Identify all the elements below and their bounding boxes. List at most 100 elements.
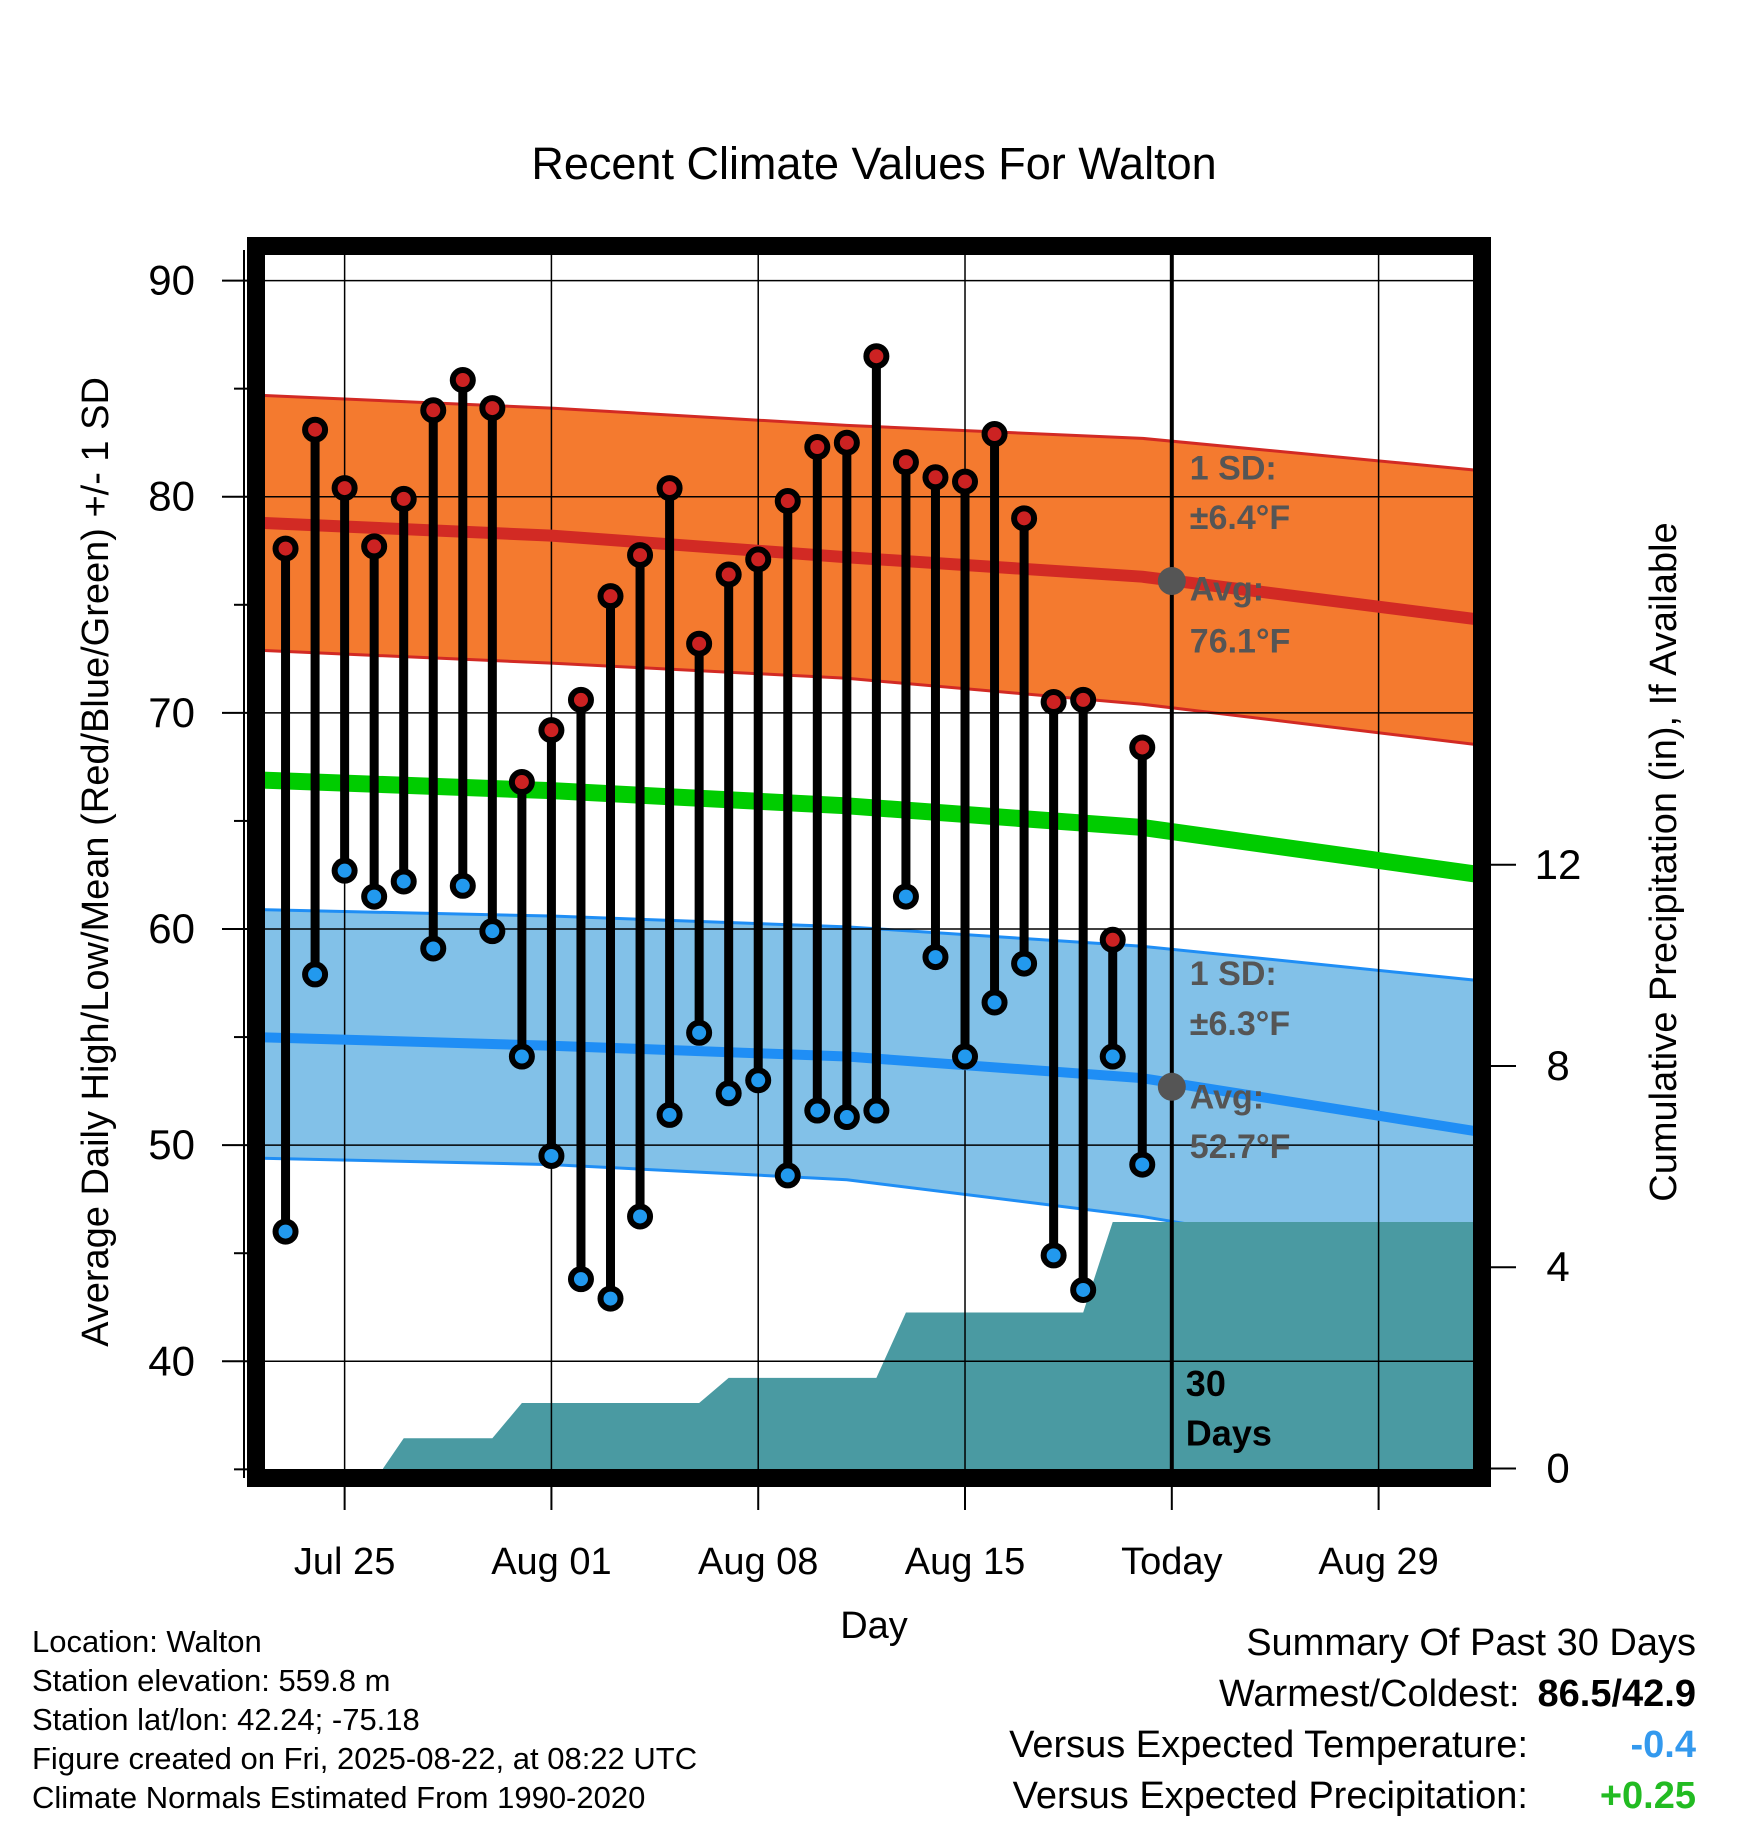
- x-tick-label: Aug 15: [905, 1541, 1025, 1583]
- daily-low-point: [774, 1162, 801, 1189]
- high-sd-value: ±6.4°F: [1190, 499, 1290, 537]
- daily-low-point: [508, 1043, 535, 1070]
- daily-low-point: [538, 1142, 565, 1169]
- daily-high-point: [567, 686, 594, 713]
- daily-high-point: [390, 485, 417, 512]
- daily-high-point: [449, 367, 476, 394]
- low-avg-value: 52.7°F: [1190, 1128, 1291, 1166]
- daily-low-point: [420, 935, 447, 962]
- today-low-marker: [1157, 1072, 1186, 1101]
- daily-high-point: [952, 468, 979, 495]
- daily-low-point: [302, 961, 329, 988]
- location-text: Location: Walton: [32, 1624, 262, 1659]
- daily-low-point: [715, 1080, 742, 1107]
- daily-low-point: [804, 1097, 831, 1124]
- daily-high-point: [302, 416, 329, 443]
- x-tick-label: Jul 25: [294, 1541, 395, 1583]
- chart-title: Recent Climate Values For Walton: [531, 138, 1216, 189]
- normals-text: Climate Normals Estimated From 1990-2020: [32, 1780, 646, 1815]
- daily-low-point: [449, 872, 476, 899]
- daily-high-point: [331, 475, 358, 502]
- created-text: Figure created on Fri, 2025-08-22, at 08…: [32, 1741, 698, 1776]
- x-axis-label: Day: [840, 1605, 908, 1647]
- plot-frame: [247, 237, 1491, 1487]
- daily-high-point: [863, 343, 890, 370]
- daily-low-point: [656, 1101, 683, 1128]
- y-tick-label-right: 12: [1535, 841, 1582, 888]
- daily-low-point: [863, 1097, 890, 1124]
- daily-low-point: [479, 918, 506, 945]
- high-sd-upper-line: [255, 393, 1483, 473]
- days-count-label: 30: [1186, 1363, 1226, 1404]
- daily-high-point: [420, 397, 447, 424]
- daily-high-point: [981, 421, 1008, 448]
- daily-low-point: [833, 1104, 860, 1131]
- daily-high-point: [1011, 505, 1038, 532]
- high-sd-label: 1 SD:: [1190, 449, 1277, 487]
- y-tick-label-right: 4: [1546, 1243, 1569, 1290]
- y-tick-label-left: 80: [148, 473, 195, 520]
- daily-low-point: [1070, 1276, 1097, 1303]
- daily-low-point: [627, 1203, 654, 1230]
- daily-high-point: [804, 434, 831, 461]
- elevation-text: Station elevation: 559.8 m: [32, 1663, 391, 1698]
- low-sd-label: 1 SD:: [1190, 955, 1277, 993]
- warmest-label: Warmest/Coldest:: [1218, 1673, 1520, 1715]
- latlon-text: Station lat/lon: 42.24; -75.18: [32, 1702, 420, 1737]
- high-avg-value: 76.1°F: [1190, 622, 1291, 660]
- x-tick-label: Aug 29: [1318, 1541, 1438, 1583]
- y-axis-label-left: Average Daily High/Low/Mean (Red/Blue/Gr…: [75, 377, 117, 1347]
- warmest-value: 86.5/42.9: [1537, 1673, 1696, 1715]
- daily-low-point: [1011, 950, 1038, 977]
- y-tick-label-left: 60: [148, 905, 195, 952]
- days-text-label: Days: [1186, 1413, 1272, 1454]
- low-sd-band: [256, 909, 1482, 1273]
- summary-precip-row: Versus Expected Precipitation: +0.25: [1009, 1771, 1696, 1822]
- daily-low-point: [745, 1067, 772, 1094]
- daily-high-point: [833, 429, 860, 456]
- x-tick-label: Aug 01: [491, 1541, 611, 1583]
- mean-line: [255, 771, 1484, 884]
- y-tick-label-right: 0: [1546, 1444, 1569, 1491]
- today-high-marker: [1157, 567, 1186, 596]
- daily-low-point: [922, 944, 949, 971]
- y-tick-label-left: 40: [148, 1337, 195, 1384]
- y-axis-label-right: Cumulative Precipitation (in), If Availa…: [1643, 522, 1685, 1201]
- daily-low-point: [597, 1285, 624, 1312]
- daily-high-point: [272, 535, 299, 562]
- daily-high-point: [1070, 686, 1097, 713]
- y-tick-label-right: 8: [1546, 1042, 1569, 1089]
- temp-label: Versus Expected Temperature:: [1009, 1724, 1528, 1766]
- daily-low-point: [390, 868, 417, 895]
- daily-high-point: [479, 395, 506, 422]
- daily-high-point: [922, 464, 949, 491]
- x-tick-label: Aug 08: [698, 1541, 818, 1583]
- daily-low-point: [331, 857, 358, 884]
- daily-high-point: [538, 717, 565, 744]
- precip-label: Versus Expected Precipitation:: [1012, 1775, 1528, 1817]
- daily-low-point: [361, 883, 388, 910]
- low-avg-label: Avg:: [1190, 1078, 1264, 1116]
- high-sd-band: [256, 395, 1482, 746]
- daily-high-point: [508, 769, 535, 796]
- daily-low-point: [981, 989, 1008, 1016]
- summary-title: Summary Of Past 30 Days: [1246, 1622, 1696, 1664]
- y-tick-label-left: 50: [148, 1121, 195, 1168]
- daily-high-point: [686, 630, 713, 657]
- daily-high-point: [1129, 734, 1156, 761]
- daily-low-point: [1040, 1242, 1067, 1269]
- precipitation-area: [383, 1221, 1483, 1478]
- daily-low-point: [686, 1019, 713, 1046]
- daily-high-point: [1040, 689, 1067, 716]
- summary-panel: Summary Of Past 30 Days Warmest/Coldest:…: [1009, 1618, 1696, 1822]
- x-tick-label: Today: [1121, 1541, 1222, 1583]
- temp-value: -0.4: [1630, 1724, 1696, 1766]
- daily-high-point: [361, 533, 388, 560]
- daily-high-point: [627, 542, 654, 569]
- daily-low-point: [892, 883, 919, 910]
- precip-value: +0.25: [1599, 1775, 1696, 1817]
- daily-high-point: [892, 449, 919, 476]
- daily-low-point: [567, 1266, 594, 1293]
- daily-high-point: [715, 561, 742, 588]
